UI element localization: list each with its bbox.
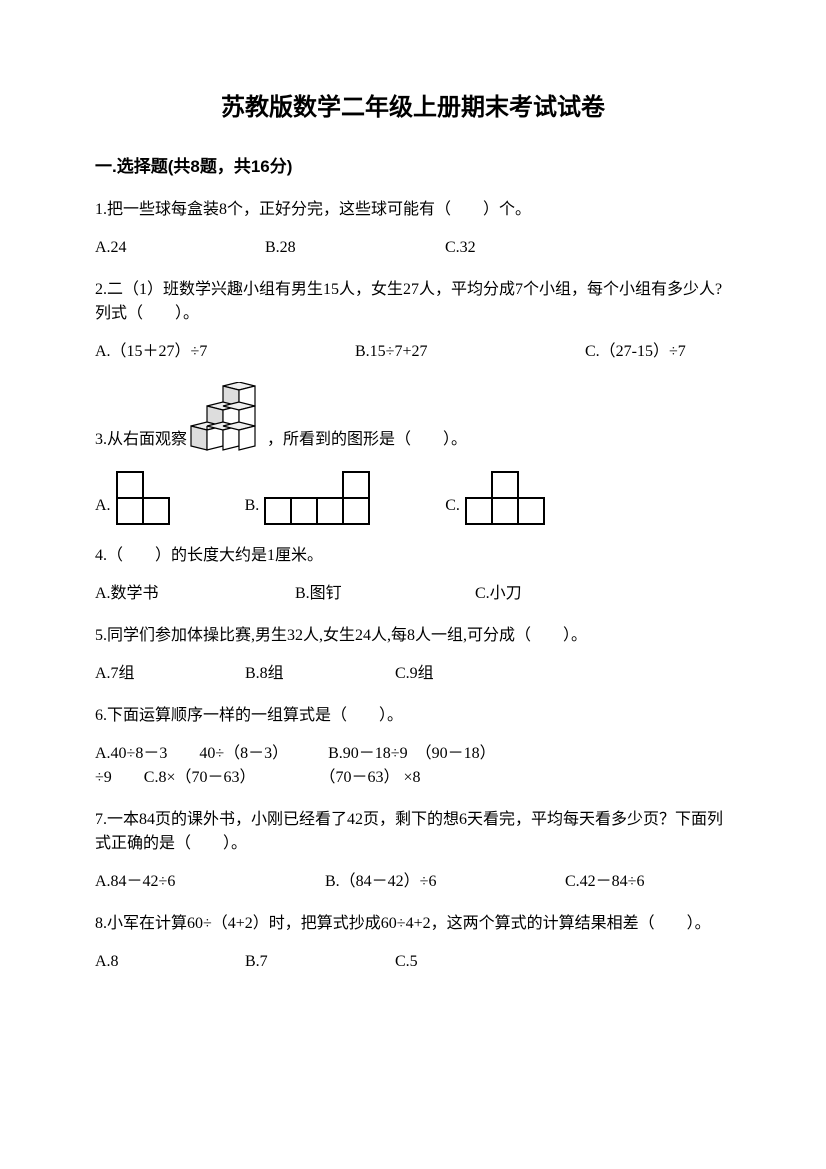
q2-opt-a: A.（15＋27）÷7 xyxy=(95,340,355,364)
question-2: 2.二（1）班数学兴趣小组有男生15人，女生27人，平均分成7个小组，每个小组有… xyxy=(95,278,731,364)
q8-opt-c: C.5 xyxy=(395,950,418,974)
q1-opt-b: B.28 xyxy=(265,236,445,260)
q8-opt-a: A.8 xyxy=(95,950,245,974)
exam-title: 苏教版数学二年级上册期末考试试卷 xyxy=(95,90,731,126)
q4-opt-c: C.小刀 xyxy=(475,582,522,606)
q2-opt-c: C.（27-15）÷7 xyxy=(585,340,686,364)
q6-line2: ÷9 C.8×（70－63） （70－63） ×8 xyxy=(95,766,731,790)
q3-text-post: ，所看到的图形是（ ）。 xyxy=(267,428,467,452)
question-5: 5.同学们参加体操比赛,男生32人,女生24人,每8人一组,可分成（ ）。 A.… xyxy=(95,624,731,686)
q3-opt-b: B. xyxy=(245,470,376,526)
question-3: 3.从右面观察 xyxy=(95,382,731,526)
q1-opt-a: A.24 xyxy=(95,236,265,260)
q6-text: 6.下面运算顺序一样的一组算式是（ ）。 xyxy=(95,704,731,728)
q3-opt-a-label: A. xyxy=(95,494,111,526)
q5-options: A.7组 B.8组 C.9组 xyxy=(95,662,731,686)
q6-line1: A.40÷8－3 40÷（8－3） B.90－18÷9 （90－18） xyxy=(95,742,731,766)
q4-opt-a: A.数学书 xyxy=(95,582,295,606)
q2-text: 2.二（1）班数学兴趣小组有男生15人，女生27人，平均分成7个小组，每个小组有… xyxy=(95,278,731,326)
question-1: 1.把一些球每盒装8个，正好分完，这些球可能有（ ）个。 A.24 B.28 C… xyxy=(95,198,731,260)
q5-opt-a: A.7组 xyxy=(95,662,245,686)
q7-opt-a: A.84－42÷6 xyxy=(95,870,325,894)
q4-text: 4.（ ）的长度大约是1厘米。 xyxy=(95,544,731,568)
q4-options: A.数学书 B.图钉 C.小刀 xyxy=(95,582,731,606)
q7-opt-b: B.（84－42）÷6 xyxy=(325,870,565,894)
question-7: 7.一本84页的课外书，小刚已经看了42页，剩下的想6天看完，平均每天看多少页？… xyxy=(95,808,731,894)
q5-opt-b: B.8组 xyxy=(245,662,395,686)
q8-opt-b: B.7 xyxy=(245,950,395,974)
q3-opt-c: C. xyxy=(445,470,550,526)
q4-opt-b: B.图钉 xyxy=(295,582,475,606)
shape-b-icon xyxy=(263,470,375,526)
q7-options: A.84－42÷6 B.（84－42）÷6 C.42－84÷6 xyxy=(95,870,731,894)
q7-opt-c: C.42－84÷6 xyxy=(565,870,644,894)
cube-stack-icon xyxy=(187,382,267,452)
q2-opt-b: B.15÷7+27 xyxy=(355,340,585,364)
shape-a-icon xyxy=(115,470,175,526)
q3-opt-a: A. xyxy=(95,470,175,526)
q1-text: 1.把一些球每盒装8个，正好分完，这些球可能有（ ）个。 xyxy=(95,198,731,222)
q1-opt-c: C.32 xyxy=(445,236,476,260)
shape-c-icon xyxy=(464,470,550,526)
q3-opt-b-label: B. xyxy=(245,494,260,526)
q8-options: A.8 B.7 C.5 xyxy=(95,950,731,974)
q3-opt-c-label: C. xyxy=(445,494,460,526)
q5-text: 5.同学们参加体操比赛,男生32人,女生24人,每8人一组,可分成（ ）。 xyxy=(95,624,731,648)
q8-text: 8.小军在计算60÷（4+2）时，把算式抄成60÷4+2，这两个算式的计算结果相… xyxy=(95,912,731,936)
q2-options: A.（15＋27）÷7 B.15÷7+27 C.（27-15）÷7 xyxy=(95,340,731,364)
q1-options: A.24 B.28 C.32 xyxy=(95,236,731,260)
q3-text-pre: 3.从右面观察 xyxy=(95,428,187,452)
question-8: 8.小军在计算60÷（4+2）时，把算式抄成60÷4+2，这两个算式的计算结果相… xyxy=(95,912,731,974)
section-1-header: 一.选择题(共8题，共16分) xyxy=(95,154,731,180)
q5-opt-c: C.9组 xyxy=(395,662,434,686)
question-6: 6.下面运算顺序一样的一组算式是（ ）。 A.40÷8－3 40÷（8－3） B… xyxy=(95,704,731,790)
question-4: 4.（ ）的长度大约是1厘米。 A.数学书 B.图钉 C.小刀 xyxy=(95,544,731,606)
q3-options: A. B. xyxy=(95,470,731,526)
q7-text: 7.一本84页的课外书，小刚已经看了42页，剩下的想6天看完，平均每天看多少页？… xyxy=(95,808,731,856)
